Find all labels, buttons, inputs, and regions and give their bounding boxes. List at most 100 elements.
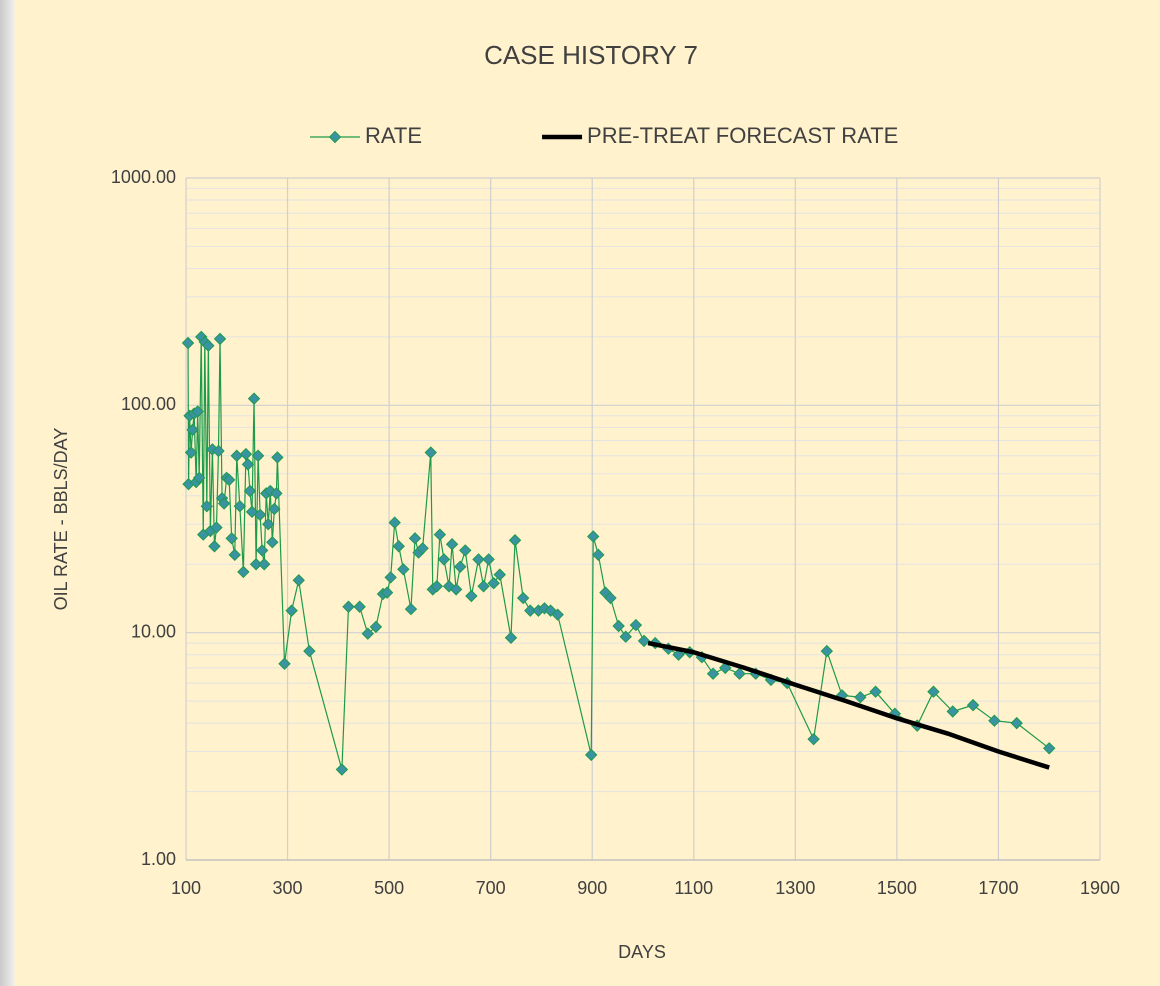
point xyxy=(482,553,495,566)
point xyxy=(208,540,221,553)
point xyxy=(270,487,283,500)
point xyxy=(303,644,316,658)
y-tick-label: 1.00 xyxy=(141,849,176,869)
point xyxy=(278,657,291,670)
point xyxy=(271,451,284,464)
point xyxy=(384,571,397,584)
point xyxy=(946,705,959,718)
x-tick-label: 700 xyxy=(476,878,506,898)
point xyxy=(524,604,537,617)
point xyxy=(285,604,298,617)
point xyxy=(604,591,617,605)
point xyxy=(228,548,241,562)
point xyxy=(292,574,305,587)
point xyxy=(445,537,459,551)
legend-label: RATE xyxy=(365,123,422,148)
legend-marker xyxy=(328,130,342,144)
point xyxy=(820,644,834,658)
point xyxy=(927,685,940,698)
point xyxy=(397,563,410,576)
point xyxy=(184,446,198,459)
point xyxy=(233,499,247,513)
point xyxy=(404,602,418,616)
point xyxy=(706,667,720,680)
point xyxy=(247,392,261,405)
point xyxy=(361,627,374,640)
point xyxy=(449,583,463,596)
y-axis-title: OIL RATE - BBLS/DAY xyxy=(51,428,71,611)
point xyxy=(353,600,366,613)
x-tick-label: 1300 xyxy=(775,878,815,898)
point xyxy=(637,634,651,648)
point xyxy=(988,714,1001,727)
x-tick-label: 100 xyxy=(171,878,201,898)
point xyxy=(212,444,225,458)
x-tick-label: 900 xyxy=(577,878,607,898)
point xyxy=(222,473,236,487)
point xyxy=(966,698,980,712)
point xyxy=(369,620,383,634)
point xyxy=(504,631,518,644)
point xyxy=(424,446,437,459)
point xyxy=(733,667,746,680)
point xyxy=(719,661,732,675)
point xyxy=(430,580,444,593)
point xyxy=(408,532,422,545)
point xyxy=(186,423,199,437)
point xyxy=(237,565,250,579)
point xyxy=(477,580,490,593)
point xyxy=(551,608,564,621)
point xyxy=(629,618,643,632)
point xyxy=(1010,716,1023,730)
point xyxy=(249,558,263,571)
point xyxy=(192,471,206,485)
point xyxy=(191,405,204,418)
point xyxy=(342,600,355,613)
point xyxy=(587,530,600,543)
point xyxy=(241,458,255,471)
point xyxy=(268,502,281,516)
point xyxy=(210,521,223,534)
point xyxy=(619,630,632,643)
point xyxy=(335,763,349,776)
y-tick-label: 100.00 xyxy=(121,394,176,414)
x-axis-title: DAYS xyxy=(618,942,666,962)
legend-label: PRE-TREAT FORECAST RATE xyxy=(587,123,898,148)
point xyxy=(592,548,605,562)
point xyxy=(487,577,500,590)
point xyxy=(239,447,253,461)
chart-title: CASE HISTORY 7 xyxy=(484,40,698,70)
point xyxy=(243,484,257,498)
x-tick-label: 1900 xyxy=(1080,878,1120,898)
point xyxy=(262,517,275,531)
point xyxy=(437,553,451,566)
point xyxy=(181,336,195,350)
chart-background xyxy=(15,5,1152,982)
point xyxy=(516,591,530,605)
point xyxy=(202,339,215,352)
point xyxy=(465,589,478,603)
x-tick-label: 500 xyxy=(374,878,404,898)
x-tick-label: 1500 xyxy=(877,878,917,898)
point xyxy=(584,748,598,762)
point xyxy=(459,544,472,557)
point xyxy=(854,691,867,704)
y-tick-label: 10.00 xyxy=(131,621,176,641)
point xyxy=(245,505,259,519)
point xyxy=(807,732,820,746)
point xyxy=(612,619,625,633)
point xyxy=(253,508,267,521)
x-tick-label: 1700 xyxy=(978,878,1018,898)
point xyxy=(266,535,279,549)
x-tick-label: 300 xyxy=(273,878,303,898)
point xyxy=(869,685,882,698)
point xyxy=(433,528,447,541)
point xyxy=(1043,742,1056,755)
point xyxy=(200,499,214,513)
y-tick-label: 1000.00 xyxy=(111,167,176,187)
point xyxy=(392,540,405,553)
point xyxy=(416,542,429,555)
point xyxy=(388,516,401,529)
